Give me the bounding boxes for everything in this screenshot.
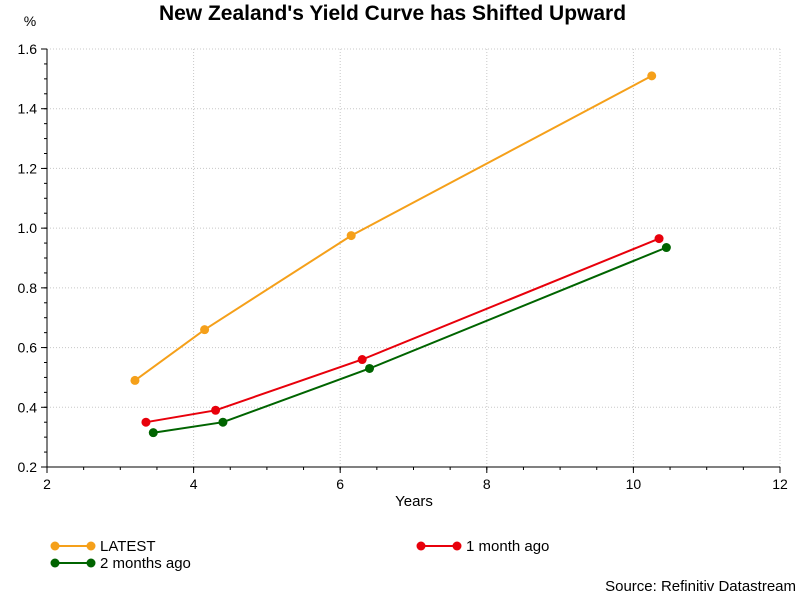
series-line-2-months-ago (153, 246, 667, 434)
data-point-latest (200, 325, 210, 335)
grid-lines (47, 48, 781, 467)
legend-item-latest: LATEST (50, 537, 156, 555)
y-tick-label: 1.4 (18, 101, 38, 117)
legend-swatch-1-month-ago (416, 541, 462, 551)
y-axis-label: % (24, 13, 36, 29)
series-group (130, 71, 671, 438)
y-tick-label: 0.2 (18, 459, 38, 475)
legend-label-2-months-ago: 2 months ago (100, 554, 191, 572)
data-point-2-months-ago (365, 363, 375, 373)
chart-title: New Zealand's Yield Curve has Shifted Up… (158, 2, 627, 25)
legend-label-latest: LATEST (100, 537, 156, 555)
series-line-1-month-ago (145, 237, 660, 424)
y-tick-label: 1.0 (18, 220, 38, 236)
x-tick-label: 4 (190, 476, 198, 492)
data-point-1-month-ago (654, 234, 664, 244)
data-point-1-month-ago (141, 417, 151, 427)
y-tick-label: 1.2 (18, 160, 38, 176)
x-tick-label: 2 (43, 476, 51, 492)
data-point-2-months-ago (661, 243, 671, 253)
series-2-months-ago (148, 243, 671, 438)
legend-swatch-2-months-ago (50, 558, 96, 568)
legend-item-1-month-ago: 1 month ago (416, 537, 549, 555)
data-point-latest (346, 231, 356, 241)
data-point-1-month-ago (357, 355, 367, 365)
x-axis-label: Years (395, 493, 433, 510)
y-tick-label: 0.8 (18, 280, 38, 296)
x-tick-label: 12 (772, 476, 788, 492)
series-1-month-ago (141, 234, 664, 427)
data-point-latest (130, 375, 140, 385)
y-tick-label: 0.4 (18, 399, 38, 415)
series-line-latest (134, 75, 653, 382)
legend-item-2-months-ago: 2 months ago (50, 554, 191, 572)
y-tick-label: 0.6 (18, 340, 38, 356)
axes: 0.2 0.4 0.6 0.8 1.0 1.2 1.4 1.6 2 4 6 8 10 12 (18, 41, 788, 492)
series-latest (130, 71, 657, 385)
data-point-2-months-ago (148, 428, 158, 438)
x-tick-label: 10 (626, 476, 642, 492)
legend-label-1-month-ago: 1 month ago (466, 537, 550, 555)
x-tick-label: 6 (336, 476, 344, 492)
y-tick-label: 1.6 (18, 41, 38, 57)
legend-swatch-latest (50, 541, 96, 551)
x-tick-label: 8 (483, 476, 491, 492)
data-point-latest (647, 71, 657, 81)
source-note: Source: Refinitiv Datastream (605, 578, 796, 595)
data-point-1-month-ago (211, 405, 221, 415)
data-point-2-months-ago (218, 417, 228, 427)
